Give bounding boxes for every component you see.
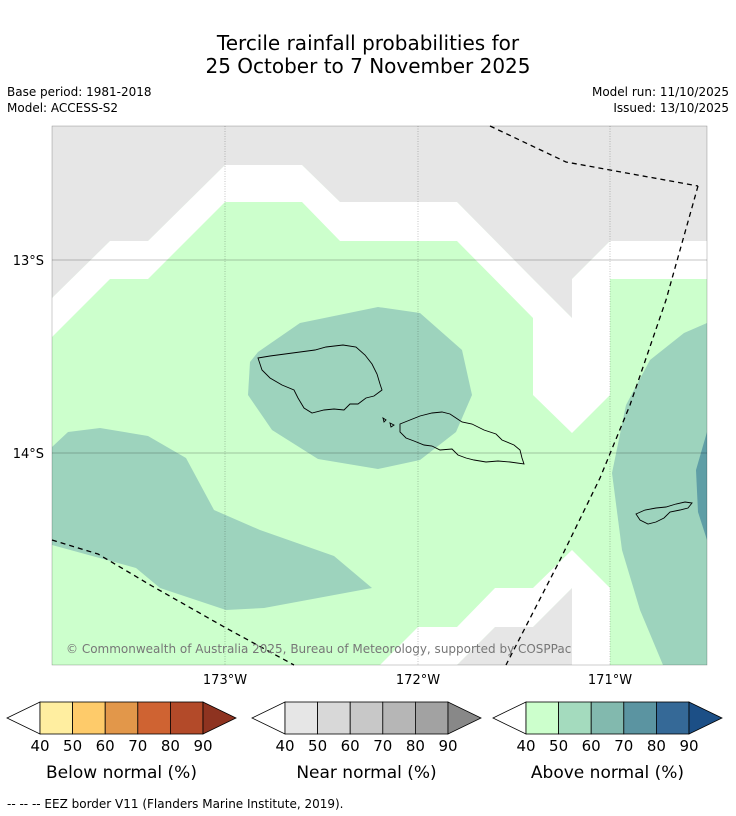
savaii-island: [257, 344, 383, 414]
near-normal-tick-label: 90: [438, 737, 457, 755]
issued-date: Issued: 13/10/2025: [613, 101, 729, 115]
eez-borders: [51, 125, 699, 666]
above-normal-tick-label: 60: [582, 737, 601, 755]
model-name: Model: ACCESS-S2: [7, 101, 119, 115]
above-normal-tick-label: 40: [516, 737, 535, 755]
below-normal-tick-label: 40: [30, 737, 49, 755]
near-normal-colorbar-cell: [349, 701, 384, 735]
eez-footnote: -- -- -- EEZ border V11 (Flanders Marine…: [7, 797, 344, 811]
near-normal-colorbar-cell: [382, 701, 416, 735]
below-normal-colorbar-label: Below normal (%): [46, 763, 197, 783]
white-band-north: [52, 165, 707, 433]
model-run: Model run: 11/10/2025: [591, 85, 729, 99]
above-normal-colorbar-min-arrow: [492, 701, 527, 735]
near-normal-region-south: [457, 588, 572, 665]
below-normal-tick-label: 60: [96, 737, 115, 755]
near-normal-colorbar-min-arrow: [251, 701, 286, 735]
lat-label-14s: 14°S: [13, 447, 44, 462]
above-normal-tick-label: 50: [549, 737, 568, 755]
below-normal-colorbar-cell: [202, 701, 237, 735]
lat-label-13s: 13°S: [13, 254, 44, 269]
above-normal-tick-label: 70: [614, 737, 633, 755]
near-normal-tick-label: 50: [308, 737, 327, 755]
lon-label-173w: 173°W: [203, 673, 247, 688]
coastlines: [257, 344, 693, 525]
below-normal-colorbar-min-arrow: [6, 701, 41, 735]
below-normal-tick-label: 80: [161, 737, 180, 755]
below-normal-colorbar-cell: [104, 701, 139, 735]
above-normal-50-region-east: [612, 323, 707, 665]
near-normal-tick-label: 70: [373, 737, 392, 755]
near-normal-colorbar-cell: [317, 701, 351, 735]
near-normal-colorbar-cell: [447, 701, 482, 735]
above-normal-colorbar-label: Above normal (%): [531, 763, 684, 783]
above-normal-colorbar-cell: [688, 701, 723, 735]
lon-label-172w: 172°W: [396, 673, 440, 688]
below-normal-tick-label: 50: [63, 737, 82, 755]
colorbars: 40 50 60 70 80 90 Below normal (%) 40 50 60 70 80 90…: [6, 701, 723, 783]
lon-label-171w: 171°W: [588, 673, 632, 688]
below-normal-colorbar-cell: [72, 701, 106, 735]
above-normal-colorbar-cell: [623, 701, 657, 735]
below-normal-colorbar-cell: [39, 701, 73, 735]
above-normal-tick-label: 90: [679, 737, 698, 755]
near-normal-tick-label: 80: [406, 737, 425, 755]
manono-island: [382, 416, 387, 423]
above-normal-tick-label: 80: [647, 737, 666, 755]
above-normal-colorbar-cell: [558, 701, 592, 735]
below-normal-tick-label: 90: [193, 737, 212, 755]
near-normal-colorbar-cell: [284, 701, 318, 735]
near-normal-region-north: [52, 126, 707, 318]
tutuila-island: [635, 501, 693, 525]
map-title-line-1: Tercile rainfall probabilities for: [216, 31, 520, 55]
below-normal-colorbar-cell: [169, 701, 204, 735]
white-band-south: [380, 550, 610, 665]
near-normal-colorbar-cell: [414, 701, 449, 735]
below-normal-tick-label: 70: [128, 737, 147, 755]
upolu-island: [399, 411, 525, 465]
above-normal-50-region-samoa: [248, 307, 472, 469]
gridlines: [52, 126, 707, 665]
base-period: Base period: 1981-2018: [7, 85, 152, 99]
map-title-line-2: 25 October to 7 November 2025: [205, 54, 531, 78]
above-normal-colorbar-cell: [525, 701, 559, 735]
above-normal-50-region-southwest: [52, 428, 372, 610]
near-normal-colorbar-label: Near normal (%): [296, 763, 436, 783]
near-normal-tick-label: 40: [275, 737, 294, 755]
above-normal-colorbar-cell: [656, 701, 690, 735]
near-normal-tick-label: 60: [341, 737, 360, 755]
above-normal-70-region-east: [696, 432, 707, 540]
below-normal-colorbar-cell: [137, 701, 171, 735]
copyright-notice: © Commonwealth of Australia 2025, Bureau…: [66, 642, 571, 656]
map-area: [52, 126, 707, 665]
above-normal-colorbar-cell: [590, 701, 625, 735]
apolima-island: [389, 422, 395, 428]
